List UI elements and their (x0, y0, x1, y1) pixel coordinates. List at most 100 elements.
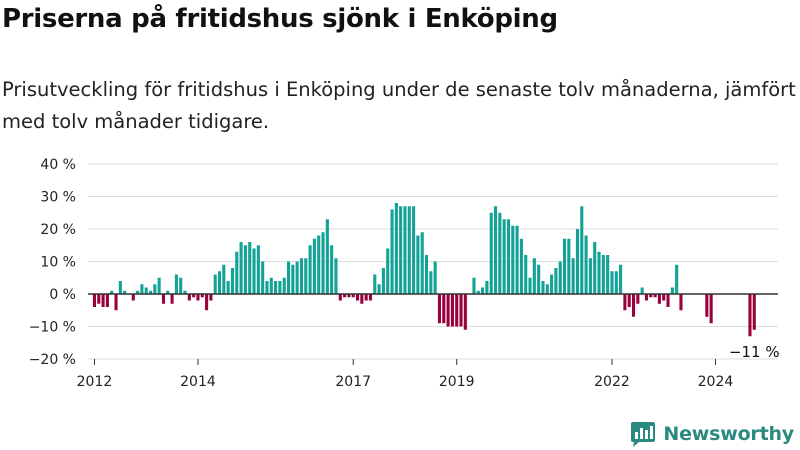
x-tick-label: 2014 (180, 374, 216, 390)
bar (515, 225, 519, 294)
bar (101, 294, 105, 307)
bar (261, 261, 265, 294)
bar (562, 238, 567, 294)
y-tick-label: 20 % (40, 222, 76, 238)
bar (248, 242, 252, 294)
bar (485, 281, 489, 294)
bar (588, 258, 592, 294)
y-axis-ticks: −20 % −10 % 0 % 10 % 20 % 30 % 40 % (29, 157, 76, 368)
bar (541, 281, 545, 294)
bar (429, 271, 433, 294)
bar (140, 284, 144, 294)
brand: Newsworthy (629, 420, 794, 448)
last-value-annotation: −11 % (729, 343, 780, 361)
bar (593, 242, 597, 294)
bar (343, 294, 347, 298)
bar (657, 294, 661, 304)
bar (351, 294, 355, 298)
bar (705, 294, 709, 317)
bar (554, 268, 558, 294)
bar (455, 294, 459, 327)
bar (278, 281, 282, 294)
bar (282, 277, 286, 294)
bar (274, 281, 278, 294)
bar (347, 294, 351, 298)
gridlines (88, 163, 778, 360)
bar (666, 294, 670, 307)
bar (373, 274, 377, 294)
chart-subtitle: Prisutveckling för fritidshus i Enköping… (2, 78, 796, 133)
bar (161, 294, 166, 304)
bar (192, 294, 196, 298)
bar (446, 294, 450, 327)
bar (174, 274, 178, 294)
bar (450, 294, 454, 327)
bar (649, 294, 653, 298)
bar (364, 294, 368, 301)
bar (623, 294, 627, 311)
bar (550, 274, 554, 294)
bar (256, 245, 260, 294)
bar (394, 203, 398, 294)
bar (317, 235, 321, 294)
bar (424, 255, 429, 294)
bar (442, 294, 446, 324)
bar (709, 294, 713, 324)
bar (213, 274, 217, 294)
bar (644, 294, 649, 301)
bar (580, 206, 584, 294)
bar (230, 268, 235, 294)
bar (532, 258, 536, 294)
bar (399, 206, 403, 294)
bar (239, 242, 243, 294)
bar (636, 294, 640, 304)
bar-chart: −20 %−10 %0 %10 %20 %30 %40 % 2012 2014 20… (29, 157, 780, 390)
bar (631, 294, 636, 317)
bars (92, 203, 756, 337)
bar (304, 258, 308, 294)
bar (200, 294, 204, 298)
bar (312, 238, 316, 294)
bar (524, 255, 528, 294)
x-tick-label: 2019 (439, 374, 475, 390)
x-tick-label: 2012 (77, 374, 113, 390)
bar (498, 212, 502, 294)
bar (330, 245, 334, 294)
bar (321, 232, 325, 294)
bar (153, 284, 157, 294)
bar (222, 264, 226, 294)
bar (381, 268, 385, 294)
bar (506, 219, 511, 294)
bar (136, 290, 140, 294)
bar (118, 281, 122, 294)
y-tick-label: 30 % (40, 190, 76, 206)
bar (489, 212, 493, 294)
bar (209, 294, 213, 301)
bar (265, 281, 269, 294)
x-axis-ticks: 2012 2014 2017 2019 2022 2024 (77, 359, 733, 390)
bar (205, 294, 209, 311)
bar (463, 294, 467, 330)
bar (196, 294, 200, 301)
bar (187, 294, 191, 301)
bar (472, 277, 476, 294)
y-tick-label: −20 % (29, 352, 76, 368)
bar (123, 290, 127, 294)
bar (252, 248, 256, 294)
bar (670, 287, 674, 294)
bar (114, 294, 118, 311)
bar (355, 294, 360, 301)
bar (567, 238, 571, 294)
bar (407, 206, 411, 294)
bar (334, 258, 338, 294)
bar (157, 277, 161, 294)
bar (144, 287, 148, 294)
newsworthy-bar-chart-icon (631, 422, 656, 447)
bar (92, 294, 97, 307)
bar (166, 290, 170, 294)
bar (403, 206, 407, 294)
bar (183, 290, 187, 294)
bar (502, 219, 506, 294)
bar (295, 261, 299, 294)
bar (299, 258, 304, 294)
